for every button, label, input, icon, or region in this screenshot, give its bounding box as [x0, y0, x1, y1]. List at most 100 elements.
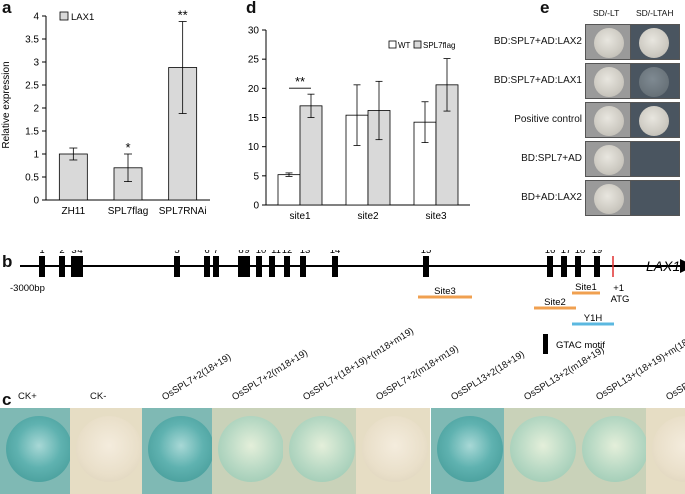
x-tick-label-d: site3 [425, 211, 447, 220]
stained-disk [218, 416, 284, 482]
yeast-colony [594, 106, 624, 136]
chart-a-ylabel: Relative expression [1, 61, 12, 148]
legend-d-swatch-wt [388, 40, 397, 49]
gtac-site-number: 7 [213, 250, 218, 256]
gtac-box [332, 256, 338, 277]
gtac-site-number: 10 [256, 250, 267, 256]
stained-disk [76, 416, 142, 482]
y-tick-label-d: 0 [253, 201, 259, 212]
y-tick-label-d: 15 [248, 113, 260, 124]
gtac-site-number: 2 [59, 250, 64, 256]
arrow-head-icon [680, 259, 685, 273]
panel-letter-c: c [2, 390, 12, 409]
gtac-site-number: 15 [421, 250, 432, 256]
gtac-site-number: 6 [204, 250, 209, 256]
stained-disk [582, 416, 648, 482]
legend-a-label: LAX1 [71, 12, 94, 23]
legend-d-label-spl7flag: SPL7flag [423, 41, 455, 50]
stained-disk [148, 416, 214, 482]
y-tick-label-a: 1.5 [25, 127, 39, 138]
yeast-colony [594, 28, 624, 58]
plate-sd-ltah [630, 63, 680, 99]
plate-row-label: BD:SPL7+AD:LAX2 [493, 36, 582, 47]
gtac-site-number: 14 [330, 250, 341, 256]
yeast-colony [594, 184, 624, 214]
gtac-box [204, 256, 210, 277]
yeast-colony [639, 28, 669, 58]
gtac-site-number: 18 [575, 250, 586, 256]
gtac-box [594, 256, 600, 277]
gus-well [70, 408, 142, 494]
gtac-box [77, 256, 83, 277]
stained-disk [362, 416, 428, 482]
x-tick-label-a: ZH11 [61, 206, 85, 217]
gtac-box [423, 256, 429, 277]
gtac-box [238, 256, 244, 277]
y-tick-label-a: 0 [33, 196, 39, 207]
plate-row-label: BD:SPL7+AD [521, 153, 582, 164]
gtac-box [561, 256, 567, 277]
gus-well [0, 408, 72, 494]
gus-well-label: CK- [90, 391, 107, 402]
panel-letter-d: d [246, 0, 257, 17]
plate-row-label: BD+AD:LAX2 [521, 192, 582, 203]
plate-col-sd-lt: SD/-LT [593, 8, 620, 18]
bar-d [299, 105, 323, 206]
plate-sd-ltah [630, 102, 680, 138]
bar-d [277, 174, 301, 206]
gus-well [576, 408, 648, 494]
stained-disk [652, 416, 685, 482]
atg-line-1: +1 [613, 283, 624, 294]
plate-sd-ltah [630, 24, 680, 60]
gtac-site-number: 19 [592, 250, 603, 256]
sig-mark-d: ** [295, 74, 305, 89]
gus-well-label: CK+ [18, 391, 37, 402]
stained-disk [6, 416, 72, 482]
stained-disk [510, 416, 576, 482]
gtac-box [59, 256, 65, 277]
gtac-box [174, 256, 180, 277]
gtac-box [213, 256, 219, 277]
gtac-site-number: 8 [238, 250, 243, 256]
y-tick-label-d: 20 [248, 84, 260, 95]
gtac-site-number: 11 [271, 250, 281, 256]
y-tick-label-d: 5 [253, 171, 259, 182]
yeast-colony [639, 106, 669, 136]
y-tick-label-d: 10 [248, 142, 260, 153]
yeast-colony [594, 67, 624, 97]
legend-gtac-label: GTAC motif [556, 340, 605, 351]
gtac-box [547, 256, 553, 277]
atg-plus1: +1 ATG [611, 283, 630, 305]
y-tick-label-a: 0.5 [25, 173, 39, 184]
gtac-box [244, 256, 250, 277]
y-tick-label-d: 25 [248, 55, 260, 66]
gus-well [356, 408, 430, 494]
x-tick-label-a: SPL7flag [108, 206, 149, 217]
gtac-box [39, 256, 45, 277]
yeast-colony [639, 67, 669, 97]
gus-well [212, 408, 284, 494]
gtac-box [300, 256, 306, 277]
stained-disk [437, 416, 503, 482]
y-tick-label-a: 3.5 [25, 35, 39, 46]
gtac-box [71, 256, 77, 277]
plate-row-label: Positive control [514, 114, 582, 125]
stained-disk [289, 416, 355, 482]
start-label: -3000bp [10, 283, 45, 294]
x-tick-label-d: site2 [357, 211, 379, 220]
plate-row-label: BD:SPL7+AD:LAX1 [493, 75, 582, 86]
legend-gtac-swatch [543, 334, 548, 354]
legend-d-swatch-spl7flag [413, 40, 422, 49]
gtac-box [269, 256, 275, 277]
gtac-site-number: 12 [282, 250, 293, 256]
gus-well [142, 408, 214, 494]
y-tick-label-d: 30 [248, 26, 260, 37]
gtac-site-number: 1 [39, 250, 44, 256]
plate-sd-lt [585, 102, 635, 138]
plate-sd-lt [585, 180, 635, 216]
chart-d: ** 0 5 10 15 20 25 30 site1 site2 site3 WT SPL7fl… [248, 26, 470, 220]
gtac-box [284, 256, 290, 277]
plate-sd-lt [585, 141, 635, 177]
gtac-box [575, 256, 581, 277]
bar-a [58, 153, 88, 201]
